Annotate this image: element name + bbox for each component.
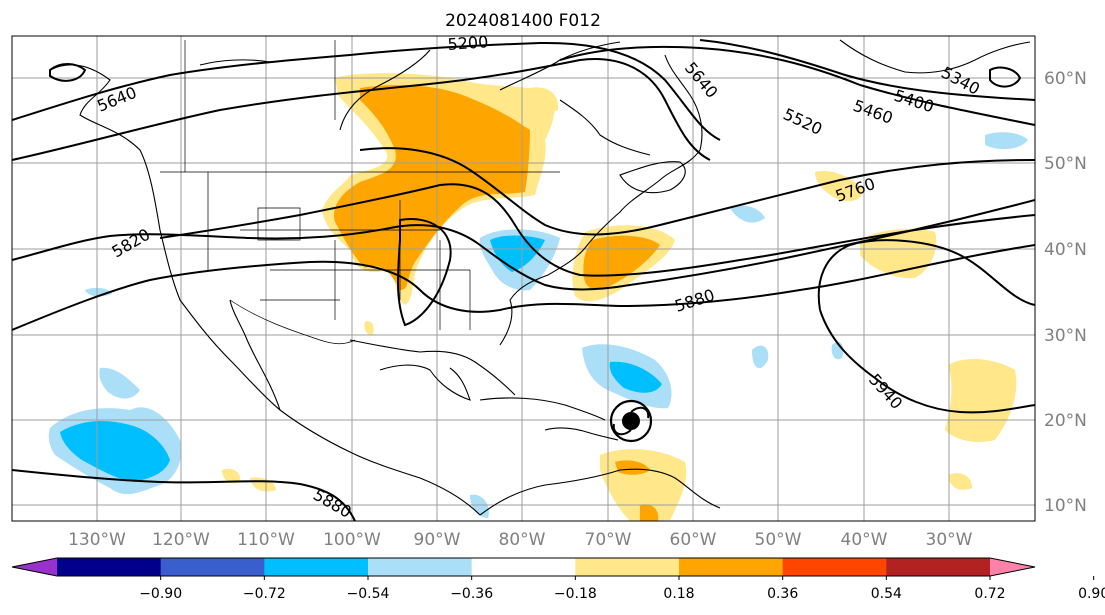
height-contours xyxy=(12,39,1035,521)
lon-label: 60°W xyxy=(670,530,717,550)
anomaly-region-mex-yellow xyxy=(222,468,241,484)
lon-label: 80°W xyxy=(499,530,546,550)
colorbar-segment xyxy=(782,558,887,576)
coastlines xyxy=(49,39,1031,516)
anomaly-region-atl-blue-small xyxy=(752,345,769,369)
colorbar: −0.90 −0.72 −0.54 −0.36 −0.18 0.18 0.36 0.54 0.7… xyxy=(11,557,1105,602)
anomaly-region-pacific-north xyxy=(99,367,140,399)
colorbar-tick-label: −0.36 xyxy=(450,586,493,602)
lon-label: 100°W xyxy=(323,530,381,550)
colorbar-segment xyxy=(264,558,369,576)
colorbar-segment xyxy=(471,558,576,576)
colorbar-tick-label: 0.72 xyxy=(974,586,1005,602)
colorbar-tick-label: 0.90 xyxy=(1078,586,1105,602)
lon-label: 40°W xyxy=(841,530,888,550)
anomaly-region-labrador-blue xyxy=(730,205,765,223)
anomaly-region-northatl-light xyxy=(815,170,865,202)
colorbar-tick-label: −0.54 xyxy=(347,586,390,602)
colorbar-tick-label: −0.18 xyxy=(554,586,597,602)
latitude-labels: 60°N 50°N 40°N 30°N 20°N 10°N xyxy=(1044,69,1087,516)
lat-label: 20°N xyxy=(1044,411,1087,431)
lon-label: 110°W xyxy=(237,530,295,550)
lat-label: 60°N xyxy=(1044,69,1087,89)
colorbar-segment xyxy=(886,558,991,576)
colorbar-extend-high xyxy=(990,558,1035,576)
lat-label: 50°N xyxy=(1044,154,1087,174)
anomaly-region-pacific-blue xyxy=(60,420,170,482)
colorbar-segment xyxy=(679,558,784,576)
graticule xyxy=(12,36,1035,521)
colorbar-segment xyxy=(368,558,473,576)
lon-label: 70°W xyxy=(585,530,632,550)
contour-label: 5200 xyxy=(447,32,489,54)
map-frame xyxy=(11,35,1036,522)
lat-label: 10°N xyxy=(1044,496,1087,516)
colorbar-tick-label: 0.54 xyxy=(871,586,902,602)
colorbar-segment xyxy=(575,558,680,576)
anomaly-region-caribbean-blue xyxy=(609,361,662,393)
colorbar-segment xyxy=(57,558,162,576)
longitude-labels: 130°W 120°W 110°W 100°W 90°W 80°W 70°W 6… xyxy=(68,530,973,550)
colorbar-outline xyxy=(11,557,1036,577)
colorbar-tick-label: −0.90 xyxy=(139,586,182,602)
anomaly-region-hudson-yellow xyxy=(530,87,559,112)
lon-label: 50°W xyxy=(755,530,802,550)
lon-label: 30°W xyxy=(926,530,973,550)
anomaly-region-greenland-blue xyxy=(985,132,1028,150)
anomaly-region-samerica-orange2 xyxy=(640,504,659,521)
borders xyxy=(160,40,560,345)
colorbar-extend-low xyxy=(12,558,57,576)
anomaly-region-gulf-yellow xyxy=(364,321,374,336)
map-panel: 5200 5640 5640 5520 5460 5400 5340 5760 … xyxy=(11,32,1036,522)
lat-label: 30°N xyxy=(1044,326,1087,346)
lon-label: 90°W xyxy=(414,530,461,550)
hurricane-symbol-icon xyxy=(609,399,653,443)
colorbar-segment xyxy=(160,558,265,576)
lon-label: 120°W xyxy=(152,530,210,550)
map-title: 2024081400 F012 xyxy=(445,11,601,31)
colorbar-tick-label: 0.18 xyxy=(663,586,694,602)
anomaly-region-samerica-orange xyxy=(615,460,650,475)
lat-label: 40°N xyxy=(1044,240,1087,260)
colorbar-tick-label: 0.36 xyxy=(767,586,798,602)
lon-label: 130°W xyxy=(68,530,126,550)
anomaly-region-eastatl-light xyxy=(945,358,1017,442)
colorbar-tick-label: −0.72 xyxy=(243,586,286,602)
anomaly-region-eastatl-small xyxy=(948,473,972,490)
